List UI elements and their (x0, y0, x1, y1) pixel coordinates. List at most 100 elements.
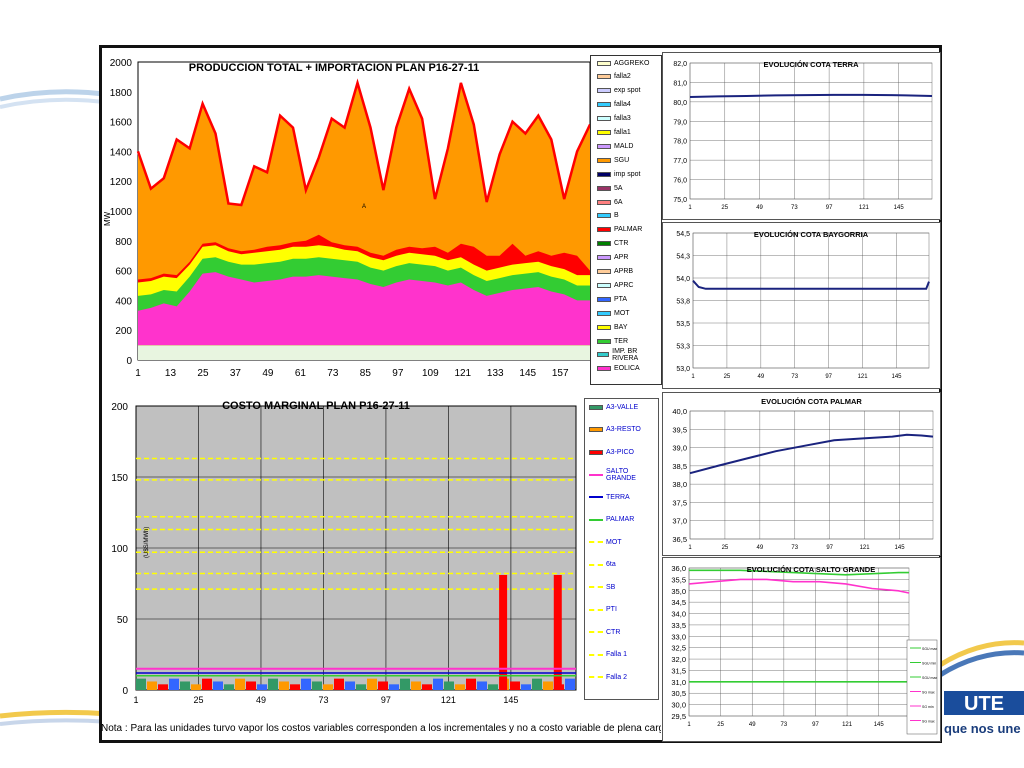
palmar-chart: 36,5 37,0 37,5 38,0 38,5 39,0 39,5 40,0 1 25 49 73 9… (672, 397, 934, 551)
y-tick-label: 81,0 (673, 80, 687, 87)
legend-label: MALD (614, 142, 634, 150)
x-tick-label: 145 (519, 368, 536, 379)
cost-bar (323, 684, 333, 690)
legend-label: 6A (614, 198, 623, 206)
y-tick-label: 50 (117, 615, 129, 626)
right-swoosh (938, 635, 1024, 680)
y-tick-label: 53,5 (676, 321, 690, 328)
yellow-swoosh (0, 700, 111, 730)
cost-bar (455, 684, 465, 690)
legend-swatch (597, 185, 611, 191)
y-tick-label: 33,5 (671, 621, 686, 630)
legend-swatch (589, 449, 603, 455)
cost-bar (411, 681, 421, 690)
y-tick-label: 1200 (110, 177, 133, 188)
production-legend: AGGREKO falla2 exp spot falla4 falla3 falla1 M… (597, 58, 657, 378)
legend-item: MALD (597, 141, 633, 151)
cost-bar (213, 681, 223, 690)
legend-label: MOT (606, 538, 622, 546)
cost-bar (532, 678, 542, 690)
y-tick-label: 79,0 (673, 119, 687, 126)
legend-swatch (589, 518, 603, 521)
y-tick-label: 1400 (110, 147, 133, 158)
y-tick-label: 1000 (110, 207, 133, 218)
x-tick-label: 109 (422, 368, 439, 379)
x-tick-label: 37 (230, 368, 242, 379)
x-tick-label: 73 (318, 695, 328, 705)
cost-spike-bar (499, 574, 508, 690)
legend-swatch (597, 310, 611, 316)
production-panel: 0 200 400 600 800 1000 1200 1400 1600 1800 2000 1 13… (102, 48, 660, 386)
y-tick-label: 53,3 (676, 344, 690, 351)
y-tick-label: 1800 (110, 88, 133, 99)
footnote: Nota : Para las unidades turvo vapor los… (101, 723, 661, 734)
legend-swatch (589, 631, 603, 633)
cost-bar (257, 684, 267, 690)
legend-label: SGU max (922, 676, 937, 680)
legend-item: IMP. BR RIVERA (597, 348, 657, 362)
x-tick-label: 25 (197, 368, 209, 379)
baygorria-panel: 53,0 53,3 53,5 53,8 54,0 54,3 54,5 1 25 49 73 97 121… (662, 222, 941, 389)
legend-label: CTR (606, 628, 621, 636)
legend-swatch (597, 130, 611, 135)
x-tick-label: 73 (791, 545, 798, 551)
legend-swatch (589, 608, 603, 611)
chart-title: EVOLUCIÓN COTA SALTO GRANDE (747, 565, 875, 574)
cost-bar (345, 681, 355, 690)
x-tick-label: 97 (825, 374, 832, 380)
x-tick-label: 73 (781, 722, 788, 728)
y-tick-label: 78,0 (673, 139, 687, 146)
x-tick-label: 1 (691, 374, 695, 380)
x-tick-label: 121 (454, 368, 471, 379)
cost-bar (202, 678, 212, 690)
legend-swatch (589, 496, 603, 498)
legend-swatch (597, 241, 611, 247)
y-tick-label: 400 (115, 296, 132, 307)
x-tick-label: 1 (133, 695, 138, 705)
cost-bar (510, 681, 520, 690)
y-tick-label: 39,0 (672, 444, 687, 453)
terra-panel: 75,0 76,0 77,0 78,0 79,0 80,0 81,0 82,0 1 25 49 73 9… (662, 52, 941, 220)
x-tick-label: 49 (757, 545, 764, 551)
palmar-panel: 36,5 37,0 37,5 38,0 38,5 39,0 39,5 40,0 1 25 49 73 9… (662, 392, 941, 556)
y-tick-label: 32,5 (671, 644, 686, 653)
x-tick-label: 1 (135, 368, 141, 379)
y-tick-label: 35,5 (671, 575, 686, 584)
x-tick-label: 1 (688, 545, 692, 551)
y-tick-label: 77,0 (673, 158, 687, 165)
level-line (688, 578, 910, 594)
cost-bar (191, 684, 201, 690)
legend-label: 6ta (606, 561, 616, 568)
legend-swatch (597, 102, 611, 108)
chart-title: EVOLUCIÓN COTA TERRA (764, 60, 860, 69)
legend-label: Falla 2 (606, 673, 628, 681)
y-tick-label: 34,5 (671, 598, 686, 607)
legend-swatch (589, 404, 603, 410)
x-tick-label: 85 (360, 368, 372, 379)
x-tick-label: 49 (756, 205, 763, 211)
y-tick-label: 34,0 (671, 610, 686, 619)
legend-item: exp spot (597, 86, 640, 96)
y-axis-label: (U$S/MWh) (144, 527, 150, 558)
baygorria-chart: 53,0 53,3 53,5 53,8 54,0 54,3 54,5 1 25 49 73 97 121… (676, 230, 930, 380)
cost-chart: 0 50 100 150 200 1 25 49 73 97 121 145 COSTO MARGINA… (111, 400, 577, 705)
cost-bar (400, 678, 410, 690)
legend-label: A3-PICO (606, 448, 635, 456)
legend-label: Falla 1 (606, 651, 628, 658)
x-tick-label: 25 (722, 545, 729, 551)
y-tick-label: 54,0 (676, 276, 690, 283)
cost-bar (180, 681, 190, 690)
x-tick-label: 145 (894, 205, 905, 211)
chart-title: COSTO MARGINAL PLAN P16-27-11 (222, 400, 410, 412)
legend-item: PTI (589, 605, 646, 615)
x-tick-label: 1 (688, 205, 692, 211)
legend-swatch (589, 676, 603, 678)
x-tick-label: 157 (552, 368, 569, 379)
y-tick-label: 39,5 (672, 425, 687, 434)
legend-item: TERRA (589, 492, 646, 502)
cost-bar (279, 681, 289, 690)
legend-item: falla2 (597, 72, 631, 82)
terra-chart: 75,0 76,0 77,0 78,0 79,0 80,0 81,0 82,0 1 25 49 73 9… (673, 60, 933, 211)
cost-bar (136, 678, 146, 690)
legend-label: EOLICA (614, 365, 640, 373)
